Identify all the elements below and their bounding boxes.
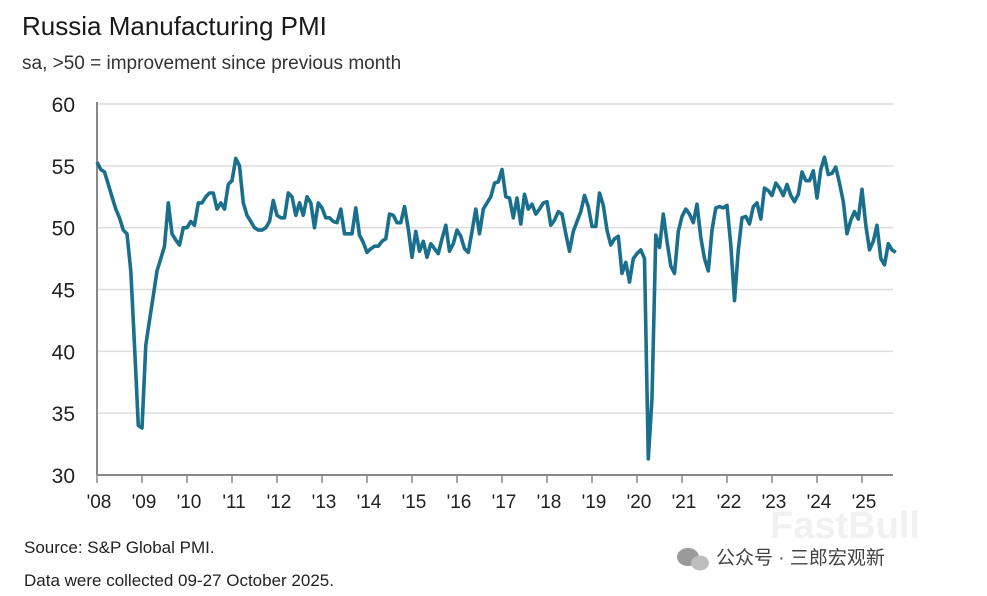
y-tick-label: 35 [52, 403, 75, 426]
y-axis: 60 55 50 45 40 35 30 [52, 94, 75, 488]
y-tick-label: 45 [52, 280, 75, 303]
x-tick-label: '09 [132, 492, 157, 513]
grid-lines [96, 102, 893, 476]
x-tick-label: '16 [447, 492, 472, 513]
x-tick-label: '25 [852, 492, 877, 513]
x-tick-label: '23 [762, 492, 787, 513]
chart-subtitle: sa, >50 = improvement since previous mon… [22, 53, 401, 74]
x-tick-label: '24 [807, 492, 832, 513]
x-tick-label: '13 [312, 492, 337, 513]
x-tick-label: '21 [672, 492, 697, 513]
x-axis: '08 '09 '10 '11 '12 '13 '14 '15 '16 '17 '18 '19 '20 '… [87, 475, 877, 513]
y-tick-label: 50 [52, 218, 75, 241]
chart-title: Russia Manufacturing PMI [22, 11, 327, 41]
wechat-icon [677, 548, 709, 571]
x-tick-label: '15 [402, 492, 427, 513]
x-tick-label: '22 [717, 492, 742, 513]
y-tick-label: 55 [52, 156, 75, 179]
x-tick-label: '19 [582, 492, 607, 513]
x-tick-label: '14 [357, 492, 382, 513]
x-tick-label: '11 [222, 492, 245, 513]
x-tick-label: '12 [267, 492, 292, 513]
collection-note: Data were collected 09-27 October 2025. [24, 571, 334, 590]
y-tick-label: 40 [52, 341, 75, 364]
x-tick-label: '20 [627, 492, 652, 513]
series-line-russia-pmi [95, 155, 897, 461]
x-tick-label: '08 [87, 492, 112, 513]
x-tick-label: '18 [537, 492, 562, 513]
fastbull-watermark: FastBull [770, 505, 920, 547]
y-tick-label: 30 [52, 465, 75, 488]
y-tick-label: 60 [52, 94, 75, 117]
wechat-account-label: 公众号 · 三郎宏观新 [716, 547, 885, 569]
x-tick-label: '17 [492, 492, 517, 513]
x-tick-label: '10 [177, 492, 202, 513]
source-note: Source: S&P Global PMI. [24, 538, 215, 557]
